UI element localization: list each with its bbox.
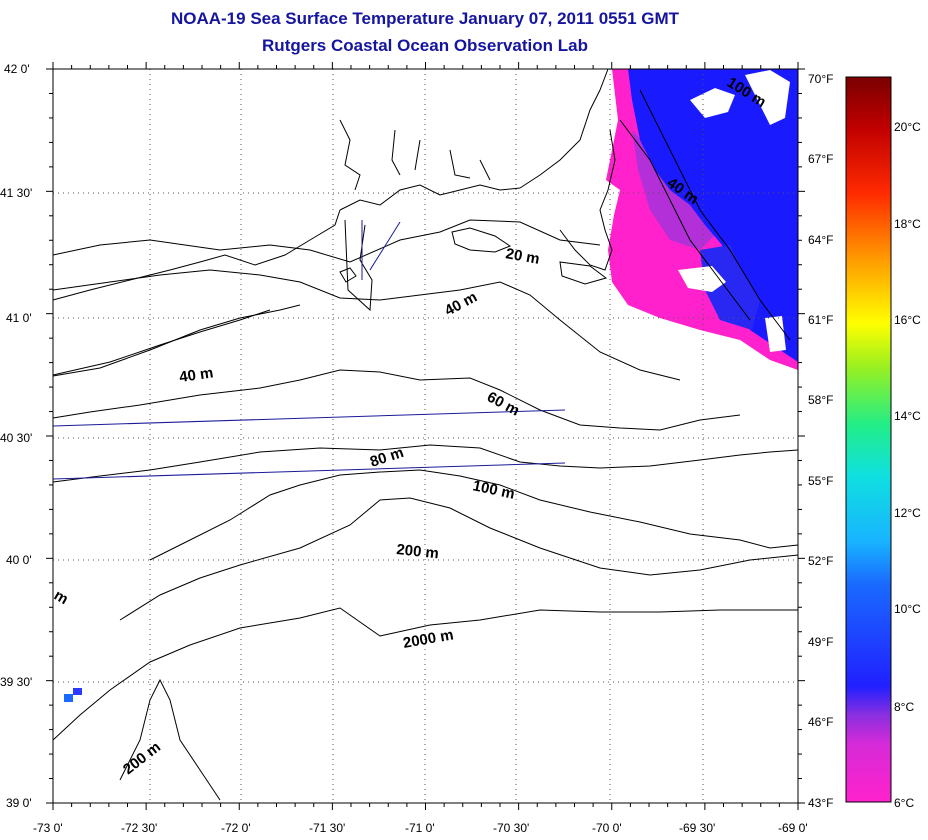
lat-label: 41 30' bbox=[0, 186, 32, 200]
colorbar-f-label: 64°F bbox=[808, 233, 833, 247]
sst-cloud-white-4 bbox=[765, 316, 786, 352]
colorbar-c-label: 10°C bbox=[894, 602, 921, 616]
contour-100m bbox=[149, 469, 799, 561]
colorbar-f-label: 46°F bbox=[808, 715, 833, 729]
long-island-north-shore bbox=[52, 209, 341, 301]
massachusetts-coast bbox=[519, 68, 609, 189]
transect-lines bbox=[52, 220, 566, 480]
depth-label-80m: 80 m bbox=[368, 444, 406, 471]
depth-label-200m-b: 200 m bbox=[120, 739, 164, 779]
map-title: NOAA-19 Sea Surface Temperature January … bbox=[170, 9, 680, 28]
depth-label-40m-a: 40 m bbox=[442, 288, 480, 319]
map-subtitle: Rutgers Coastal Ocean Observation Lab bbox=[262, 36, 588, 55]
colorbar-f-label: 67°F bbox=[808, 152, 833, 166]
cape-cod bbox=[559, 129, 616, 271]
colorbar-f-label: 58°F bbox=[808, 393, 833, 407]
colorbar-f-label: 43°F bbox=[808, 796, 833, 810]
lon-label: -70 0' bbox=[592, 821, 622, 835]
lon-tick-labels: -73 0' -72 30' -72 0' -71 30' -71 0' -70… bbox=[33, 821, 808, 835]
colorbar-c-label: 20°C bbox=[894, 120, 921, 134]
transect-line-north bbox=[52, 409, 566, 427]
sst-pixel-2 bbox=[73, 688, 82, 695]
contour-80m bbox=[52, 444, 799, 483]
sst-cloud-white-1 bbox=[690, 88, 735, 118]
lat-label: 39 30' bbox=[0, 675, 32, 689]
lat-label: 40 0' bbox=[6, 553, 32, 567]
sst-cloud-white-2 bbox=[745, 70, 790, 125]
lon-label: -73 0' bbox=[33, 821, 63, 835]
depth-label-20m: 20 m bbox=[504, 245, 541, 268]
sst-pixel-1 bbox=[64, 694, 73, 702]
lon-label: -72 0' bbox=[221, 821, 251, 835]
transect-line-south bbox=[52, 462, 566, 480]
colorbar-f-labels: 70°F 67°F 64°F 61°F 58°F 55°F 52°F 49°F … bbox=[808, 72, 833, 810]
colorbar-f-label: 70°F bbox=[808, 72, 833, 86]
contour-canyon bbox=[119, 678, 221, 801]
nantucket bbox=[559, 261, 608, 285]
colorbar-f-label: 55°F bbox=[808, 474, 833, 488]
axis-ticks bbox=[46, 62, 805, 810]
colorbar-c-label: 16°C bbox=[894, 313, 921, 327]
contour-20m bbox=[52, 219, 601, 263]
sst-blue-area bbox=[628, 69, 798, 362]
lon-label: -69 30' bbox=[679, 821, 715, 835]
depth-label-m-edge: m bbox=[51, 587, 71, 608]
lat-label: 41 0' bbox=[6, 311, 32, 325]
contour-40m-south bbox=[52, 309, 271, 376]
coastline bbox=[52, 68, 616, 377]
lon-label: -71 30' bbox=[309, 821, 345, 835]
connecticut-coast bbox=[339, 184, 521, 211]
contour-gulf-of-maine-1 bbox=[639, 89, 791, 341]
lat-label: 42 0' bbox=[4, 62, 30, 76]
colorbar: 70°F 67°F 64°F 61°F 58°F 55°F 52°F 49°F … bbox=[808, 72, 921, 810]
colorbar-f-label: 52°F bbox=[808, 554, 833, 568]
narragansett-outline bbox=[344, 219, 373, 312]
colorbar-c-label: 8°C bbox=[894, 700, 914, 714]
grid-lines bbox=[53, 69, 798, 803]
bathymetry-contours bbox=[52, 89, 799, 801]
lon-label: -70 30' bbox=[493, 821, 529, 835]
colorbar-f-label: 61°F bbox=[808, 313, 833, 327]
lon-label: -71 0' bbox=[405, 821, 435, 835]
lat-label: 40 30' bbox=[0, 431, 32, 445]
contour-40m-north bbox=[52, 269, 681, 381]
lat-label: 39 0' bbox=[6, 796, 32, 810]
colorbar-c-labels: 20°C 18°C 16°C 14°C 12°C 10°C 8°C 6°C bbox=[894, 120, 921, 810]
sst-data-layer bbox=[64, 69, 798, 702]
lat-tick-labels: 42 0' 41 30' 41 0' 40 30' 40 0' 39 30' 3… bbox=[0, 62, 32, 810]
colorbar-c-label: 12°C bbox=[894, 506, 921, 520]
contour-gulf-of-maine-2 bbox=[619, 119, 751, 321]
depth-label-200m: 200 m bbox=[396, 541, 440, 562]
depth-label-40m-b: 40 m bbox=[178, 364, 214, 386]
contour-60m bbox=[52, 369, 741, 431]
colorbar-c-label: 14°C bbox=[894, 409, 921, 423]
colorbar-c-label: 6°C bbox=[894, 796, 914, 810]
lon-label: -69 0' bbox=[778, 821, 808, 835]
rhode-island-coast bbox=[339, 119, 491, 191]
depth-label-60m: 60 m bbox=[484, 389, 522, 420]
marthas-vineyard bbox=[451, 227, 512, 253]
colorbar-gradient bbox=[845, 76, 892, 803]
depth-label-2000m: 2000 m bbox=[402, 626, 455, 652]
lon-label: -72 30' bbox=[121, 821, 157, 835]
colorbar-c-label: 18°C bbox=[894, 217, 921, 231]
sst-blue-area-2 bbox=[700, 245, 760, 330]
long-island-south-shore bbox=[52, 304, 301, 377]
transect-line-diagonal-2 bbox=[369, 221, 401, 271]
contour-2000m bbox=[52, 607, 798, 741]
colorbar-f-label: 49°F bbox=[808, 635, 833, 649]
depth-label-100m: 100 m bbox=[471, 477, 516, 502]
contour-200m bbox=[119, 497, 799, 621]
